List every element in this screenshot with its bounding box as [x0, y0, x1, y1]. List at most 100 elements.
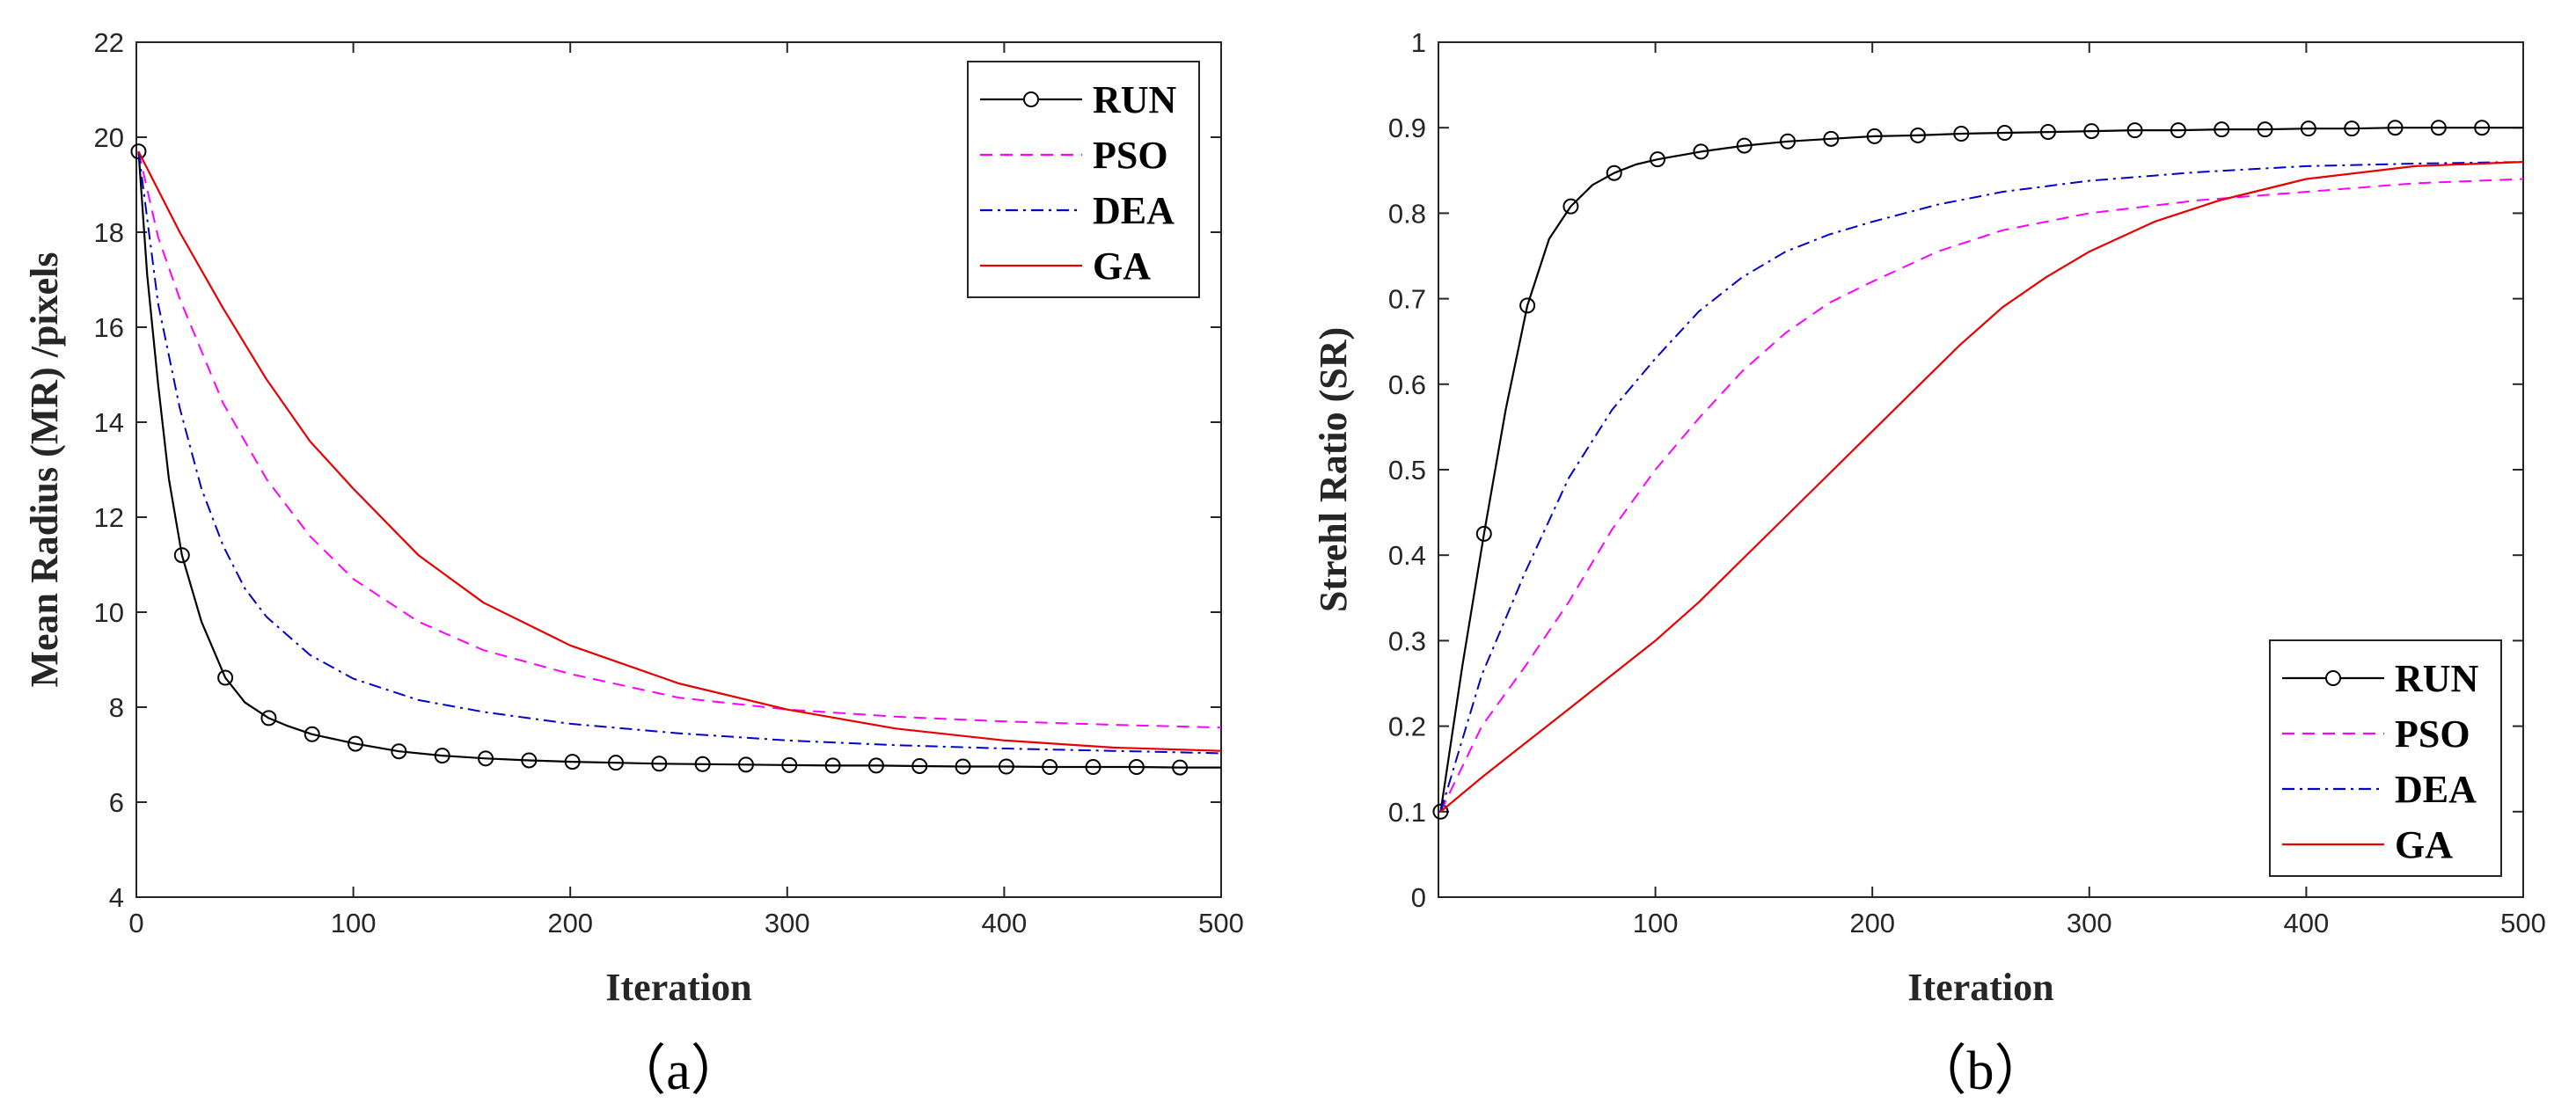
data-point-run: [2039, 124, 2056, 141]
y-axis-title: Mean Radius (MR) /pixels: [23, 252, 66, 688]
legend-marker-run: [2325, 670, 2341, 686]
series-line-dea: [1439, 161, 2524, 813]
legend-label-run: RUN: [1093, 78, 1177, 121]
data-point-run: [348, 735, 364, 752]
y-tick-label: 6: [109, 787, 124, 818]
legend-label-dea: DEA: [1093, 189, 1175, 232]
data-point-run: [1042, 759, 1058, 776]
data-point-run: [1085, 759, 1101, 776]
y-tick-label: 16: [94, 312, 124, 343]
y-tick-label: 0.4: [1388, 540, 1426, 571]
y-tick-label: 22: [94, 27, 124, 58]
x-tick-label: 300: [765, 908, 810, 938]
data-point-run: [2387, 120, 2404, 136]
data-point-run: [2214, 121, 2230, 138]
data-point-run: [1953, 126, 1970, 142]
data-point-run: [1996, 125, 2013, 142]
data-point-run: [2430, 120, 2447, 136]
data-point-run: [217, 669, 234, 686]
data-point-run: [867, 757, 884, 774]
data-point-run: [651, 756, 668, 772]
data-point-run: [1780, 133, 1797, 150]
x-tick-label: 200: [1849, 908, 1895, 938]
y-tick-label: 0.8: [1388, 198, 1426, 229]
x-tick-label: 400: [2284, 908, 2330, 938]
data-point-run: [998, 758, 1014, 775]
data-point-run: [434, 748, 450, 764]
data-point-run: [2126, 122, 2143, 139]
y-tick-label: 0.2: [1388, 712, 1426, 742]
y-tick-label: 0.9: [1388, 113, 1426, 143]
y-tick-label: 10: [94, 597, 124, 628]
legend-label-dea: DEA: [2395, 768, 2477, 811]
y-tick-label: 0.5: [1388, 455, 1426, 486]
data-point-run: [955, 758, 971, 775]
data-point-run: [130, 143, 147, 160]
x-tick-label: 100: [1633, 908, 1679, 938]
legend-label-ga: GA: [1093, 245, 1151, 288]
data-point-run: [304, 726, 320, 742]
data-point-run: [694, 756, 711, 772]
data-point-run: [1650, 151, 1666, 168]
legend-box: [2269, 639, 2502, 877]
y-tick-label: 4: [109, 882, 124, 913]
x-tick-label: 500: [1198, 908, 1244, 938]
y-tick-label: 14: [94, 407, 124, 438]
legend-label-pso: PSO: [2395, 712, 2470, 756]
data-point-run: [1909, 127, 1926, 143]
data-point-run: [781, 756, 798, 773]
data-point-run: [260, 710, 277, 727]
data-point-run: [1736, 137, 1753, 154]
data-point-run: [2170, 122, 2186, 139]
data-point-run: [2300, 120, 2316, 137]
data-point-run: [824, 757, 841, 774]
data-point-run: [1475, 525, 1492, 542]
legend-marker-run: [1023, 91, 1039, 107]
x-tick-label: 200: [547, 908, 593, 938]
series-line-pso: [1439, 178, 2524, 813]
y-tick-label: 0: [1411, 882, 1426, 913]
data-point-run: [911, 757, 928, 774]
chart-a: 0 100 200 300 400 500 4 6 8 10 12 14 16 18 20 22 Iterati…: [23, 27, 1244, 1101]
data-point-run: [1693, 143, 1709, 160]
data-point-run: [607, 755, 624, 771]
series-line-run: [1439, 127, 2523, 812]
data-point-run: [737, 756, 754, 773]
data-point-run: [2257, 121, 2273, 138]
y-tick-label: 8: [109, 692, 124, 723]
y-tick-label: 0.7: [1388, 284, 1426, 315]
panel-caption: （b）: [1912, 1041, 2048, 1101]
data-point-run: [391, 743, 407, 760]
data-point-run: [1866, 128, 1883, 144]
legend-label-pso: PSO: [1093, 134, 1168, 177]
data-point-run: [1519, 297, 1536, 314]
data-point-run: [1823, 130, 1840, 147]
y-tick-label: 1: [1411, 27, 1426, 58]
x-tick-label: 400: [982, 908, 1028, 938]
legend-label-ga: GA: [2395, 823, 2453, 866]
series-line-ga: [137, 150, 1222, 752]
x-tick-label: 0: [128, 908, 143, 938]
data-point-run: [2083, 123, 2100, 140]
x-tick-label: 500: [2500, 908, 2546, 938]
legend-label-run: RUN: [2395, 657, 2479, 700]
y-tick-label: 20: [94, 122, 124, 153]
y-axis-title: Strehl Ratio (SR): [1312, 327, 1355, 612]
chart-b: 100 200 300 400 500 0 0.1 0.2 0.3 0.4 0.5 0.6 0.7 0.8…: [1312, 27, 2546, 1101]
series-line-ga: [1439, 161, 2524, 813]
data-point-run: [2474, 120, 2491, 136]
y-tick-label: 0.6: [1388, 369, 1426, 400]
y-tick-label: 12: [94, 502, 124, 533]
data-point-run: [1562, 198, 1579, 215]
series-line-pso: [137, 150, 1222, 729]
data-point-run: [173, 547, 190, 564]
x-tick-label: 100: [331, 908, 377, 938]
data-point-run: [478, 750, 494, 767]
legend-box: [967, 61, 1200, 298]
x-tick-label: 300: [2067, 908, 2112, 938]
data-point-run: [1432, 803, 1449, 820]
data-point-run: [1172, 759, 1189, 776]
data-point-run: [1128, 759, 1145, 776]
y-tick-label: 18: [94, 217, 124, 248]
y-tick-label: 0.1: [1388, 797, 1426, 828]
